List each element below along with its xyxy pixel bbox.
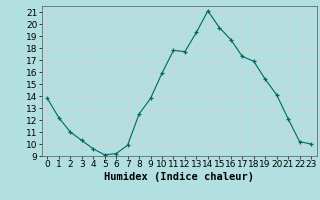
X-axis label: Humidex (Indice chaleur): Humidex (Indice chaleur) xyxy=(104,172,254,182)
